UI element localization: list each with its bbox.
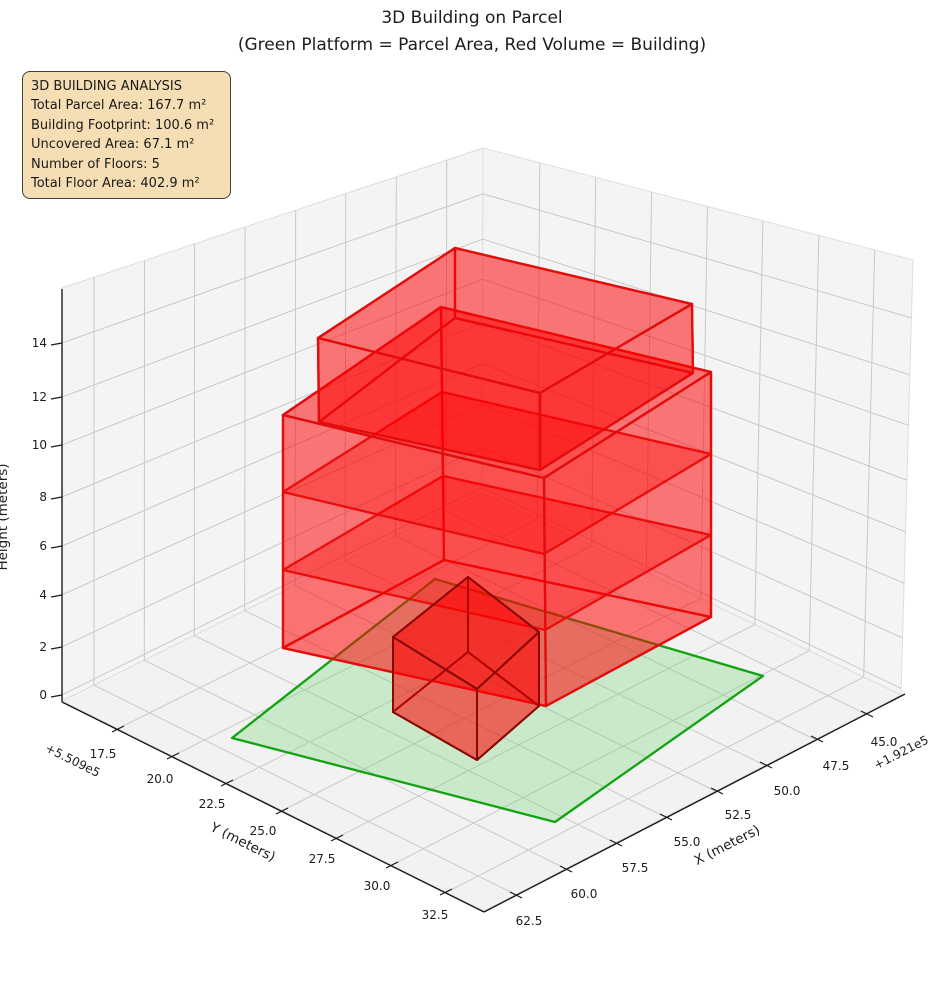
svg-text:4: 4	[39, 588, 47, 602]
svg-text:27.5: 27.5	[309, 852, 336, 866]
svg-text:30.0: 30.0	[364, 879, 391, 893]
axes-panes	[61, 147, 914, 912]
svg-text:Height (meters): Height (meters)	[0, 463, 11, 570]
svg-text:12: 12	[32, 390, 47, 404]
svg-text:22.5: 22.5	[199, 797, 226, 811]
svg-text:32.5: 32.5	[422, 908, 449, 922]
chart-subtitle: (Green Platform = Parcel Area, Red Volum…	[237, 35, 707, 55]
svg-text:8: 8	[39, 490, 47, 504]
building-floors-2-4	[281, 305, 713, 708]
chart-title: 3D Building on Parcel	[381, 8, 563, 28]
chart-title-block: 3D Building on Parcel (Green Platform = …	[0, 5, 944, 59]
annotation-line-floors: Number of Floors: 5	[31, 156, 160, 172]
svg-text:52.5: 52.5	[725, 808, 752, 822]
axes-spines	[61, 289, 906, 913]
svg-text:6: 6	[39, 539, 47, 553]
building-floor-1-footprint	[392, 576, 540, 761]
svg-text:17.5: 17.5	[90, 747, 117, 761]
building-analysis-annotation: 3D BUILDING ANALYSIS Total Parcel Area: …	[22, 71, 231, 200]
svg-text:0: 0	[39, 688, 47, 702]
svg-text:14: 14	[32, 336, 47, 350]
annotation-title: 3D BUILDING ANALYSIS	[31, 79, 183, 94]
annotation-line-footprint: Building Footprint: 100.6 m²	[31, 117, 215, 133]
svg-text:57.5: 57.5	[622, 861, 649, 875]
annotation-line-parcel-area: Total Parcel Area: 167.7 m²	[31, 98, 207, 114]
svg-text:62.5: 62.5	[516, 914, 543, 928]
svg-text:50.0: 50.0	[774, 784, 801, 798]
parcel-area-polygon	[230, 577, 765, 824]
axes-grid	[61, 160, 912, 896]
svg-text:47.5: 47.5	[823, 759, 850, 773]
svg-text:2: 2	[39, 640, 47, 654]
building-floor-5	[316, 246, 695, 472]
annotation-line-floor-area: Total Floor Area: 402.9 m²	[31, 176, 200, 192]
svg-text:10: 10	[32, 438, 47, 452]
svg-text:45.0: 45.0	[871, 735, 898, 749]
svg-text:25.0: 25.0	[250, 824, 277, 838]
annotation-line-uncovered: Uncovered Area: 67.1 m²	[31, 137, 195, 153]
svg-text:55.0: 55.0	[674, 835, 701, 849]
svg-text:X (meters): X (meters)	[692, 822, 763, 869]
svg-text:60.0: 60.0	[571, 887, 598, 901]
svg-text:20.0: 20.0	[147, 772, 174, 786]
